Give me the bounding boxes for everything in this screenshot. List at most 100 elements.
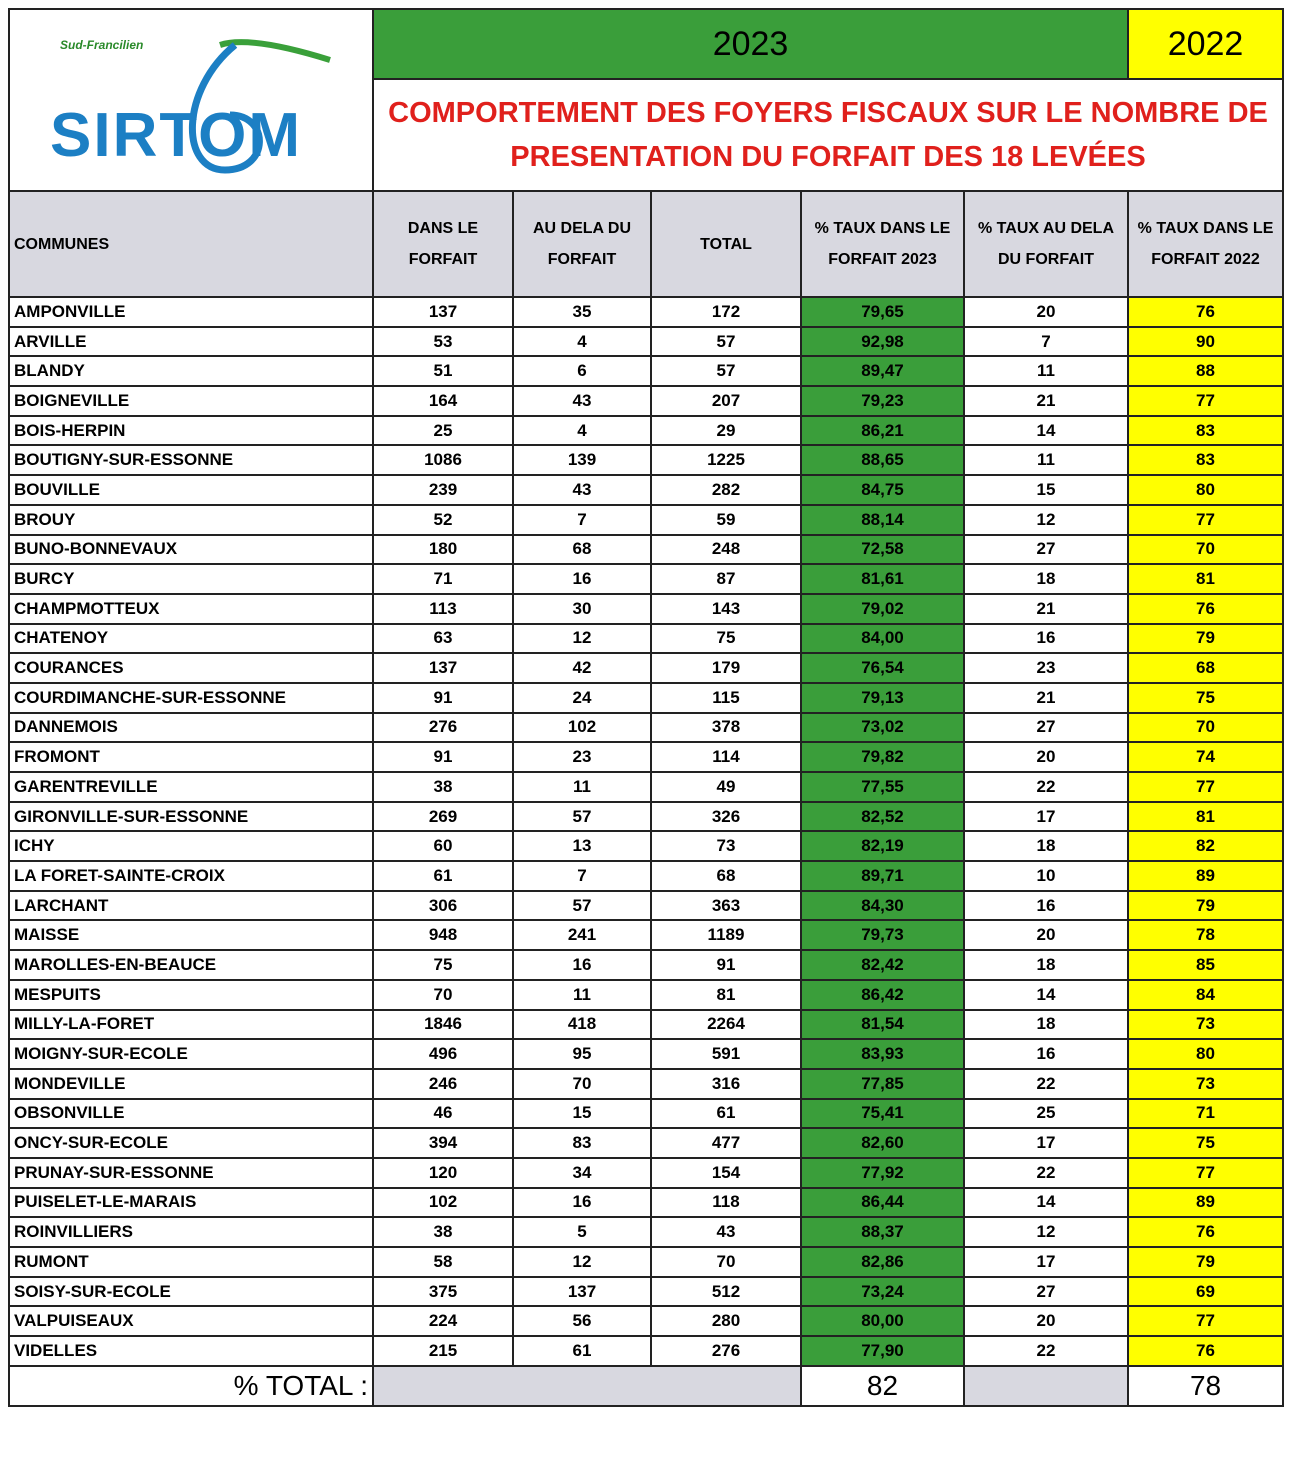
data-row: COURDIMANCHE-SUR-ESSONNE 91 24 115 79,13 21 75 bbox=[8, 681, 1285, 714]
commune-cell: OBSONVILLE bbox=[8, 1097, 374, 1130]
title: COMPORTEMENT DES FOYERS FISCAUX SUR LE N… bbox=[371, 78, 1285, 192]
data-row: BOUTIGNY-SUR-ESSONNE 1086 139 1225 88,65 11 83 bbox=[8, 444, 1285, 477]
value-cell: 75 bbox=[1127, 1127, 1285, 1159]
value-cell: 114 bbox=[650, 741, 802, 773]
value-cell: 120 bbox=[372, 1156, 514, 1189]
year-2023: 2023 bbox=[371, 8, 1130, 80]
column-header: COMMUNES bbox=[8, 190, 374, 298]
value-cell: 59 bbox=[650, 503, 802, 536]
data-row: BLANDY 51 6 57 89,47 11 88 bbox=[8, 355, 1285, 388]
commune-cell: BOUVILLE bbox=[8, 474, 374, 506]
value-cell: 22 bbox=[962, 1335, 1130, 1367]
value-cell: 11 bbox=[962, 355, 1130, 388]
value-cell: 30 bbox=[512, 592, 652, 625]
column-header: % TAUX DANS LE FORFAIT 2023 bbox=[800, 190, 965, 298]
value-cell: 86,21 bbox=[800, 414, 965, 447]
value-cell: 84 bbox=[1127, 978, 1285, 1011]
value-cell: 88,65 bbox=[800, 444, 965, 477]
value-cell: 102 bbox=[372, 1186, 514, 1219]
value-cell: 89 bbox=[1127, 860, 1285, 892]
value-cell: 27 bbox=[962, 1275, 1130, 1308]
value-cell: 11 bbox=[512, 978, 652, 1011]
data-row: LA FORET-SAINTE-CROIX 61 7 68 89,71 10 89 bbox=[8, 860, 1285, 892]
value-cell: 154 bbox=[650, 1156, 802, 1189]
commune-cell: BOIS-HERPIN bbox=[8, 414, 374, 447]
value-cell: 89,71 bbox=[800, 860, 965, 892]
value-cell: 57 bbox=[650, 355, 802, 388]
value-cell: 16 bbox=[962, 889, 1130, 922]
commune-cell: FROMONT bbox=[8, 741, 374, 773]
value-cell: 51 bbox=[372, 355, 514, 388]
data-row: BOUVILLE 239 43 282 84,75 15 80 bbox=[8, 474, 1285, 506]
value-cell: 12 bbox=[962, 503, 1130, 536]
value-cell: 84,30 bbox=[800, 889, 965, 922]
commune-cell: GARENTREVILLE bbox=[8, 771, 374, 803]
value-cell: 27 bbox=[962, 711, 1130, 744]
value-cell: 70 bbox=[1127, 533, 1285, 566]
value-cell: 73 bbox=[1127, 1008, 1285, 1041]
value-cell: 89 bbox=[1127, 1186, 1285, 1219]
commune-cell: BOIGNEVILLE bbox=[8, 385, 374, 417]
value-cell: 82,86 bbox=[800, 1246, 965, 1278]
value-cell: 91 bbox=[372, 741, 514, 773]
value-cell: 91 bbox=[650, 949, 802, 981]
value-cell: 27 bbox=[962, 533, 1130, 566]
value-cell: 63 bbox=[372, 622, 514, 655]
value-cell: 179 bbox=[650, 652, 802, 684]
value-cell: 83 bbox=[1127, 444, 1285, 477]
value-cell: 139 bbox=[512, 444, 652, 477]
value-cell: 57 bbox=[512, 889, 652, 922]
commune-cell: SOISY-SUR-ECOLE bbox=[8, 1275, 374, 1308]
value-cell: 85 bbox=[1127, 949, 1285, 981]
data-row: GARENTREVILLE 38 11 49 77,55 22 77 bbox=[8, 771, 1285, 803]
value-cell: 4 bbox=[512, 325, 652, 358]
data-row: VIDELLES 215 61 276 77,90 22 76 bbox=[8, 1335, 1285, 1367]
value-cell: 15 bbox=[512, 1097, 652, 1130]
value-cell: 79,65 bbox=[800, 296, 965, 328]
value-cell: 4 bbox=[512, 414, 652, 447]
value-cell: 276 bbox=[372, 711, 514, 744]
value-cell: 79,73 bbox=[800, 919, 965, 952]
data-row: PUISELET-LE-MARAIS 102 16 118 86,44 14 89 bbox=[8, 1186, 1285, 1219]
value-cell: 7 bbox=[512, 860, 652, 892]
value-cell: 71 bbox=[1127, 1097, 1285, 1130]
value-cell: 82,52 bbox=[800, 800, 965, 833]
value-cell: 76 bbox=[1127, 1335, 1285, 1367]
value-cell: 86,44 bbox=[800, 1186, 965, 1219]
value-cell: 215 bbox=[372, 1335, 514, 1367]
value-cell: 241 bbox=[512, 919, 652, 952]
value-cell: 61 bbox=[512, 1335, 652, 1367]
blank-cell bbox=[372, 1364, 802, 1407]
value-cell: 53 bbox=[372, 325, 514, 358]
value-cell: 79 bbox=[1127, 1246, 1285, 1278]
value-cell: 70 bbox=[372, 978, 514, 1011]
value-cell: 239 bbox=[372, 474, 514, 506]
value-cell: 61 bbox=[650, 1097, 802, 1130]
value-cell: 269 bbox=[372, 800, 514, 833]
value-cell: 82,19 bbox=[800, 830, 965, 863]
value-cell: 20 bbox=[962, 919, 1130, 952]
footer-row: % TOTAL : 82 78 bbox=[8, 1364, 1285, 1407]
value-cell: 75,41 bbox=[800, 1097, 965, 1130]
value-cell: 57 bbox=[512, 800, 652, 833]
value-cell: 83 bbox=[1127, 414, 1285, 447]
value-cell: 1846 bbox=[372, 1008, 514, 1041]
commune-cell: AMPONVILLE bbox=[8, 296, 374, 328]
commune-cell: CHAMPMOTTEUX bbox=[8, 592, 374, 625]
data-row: BROUY 52 7 59 88,14 12 77 bbox=[8, 503, 1285, 536]
value-cell: 58 bbox=[372, 1246, 514, 1278]
value-cell: 22 bbox=[962, 1067, 1130, 1100]
value-cell: 73,24 bbox=[800, 1275, 965, 1308]
data-row: MAROLLES-EN-BEAUCE 75 16 91 82,42 18 85 bbox=[8, 949, 1285, 981]
value-cell: 81 bbox=[1127, 563, 1285, 595]
value-cell: 80 bbox=[1127, 474, 1285, 506]
value-cell: 21 bbox=[962, 592, 1130, 625]
value-cell: 326 bbox=[650, 800, 802, 833]
value-cell: 89,47 bbox=[800, 355, 965, 388]
value-cell: 102 bbox=[512, 711, 652, 744]
value-cell: 34 bbox=[512, 1156, 652, 1189]
value-cell: 43 bbox=[650, 1216, 802, 1248]
value-cell: 16 bbox=[512, 563, 652, 595]
data-row: ONCY-SUR-ECOLE 394 83 477 82,60 17 75 bbox=[8, 1127, 1285, 1159]
value-cell: 83,93 bbox=[800, 1038, 965, 1070]
